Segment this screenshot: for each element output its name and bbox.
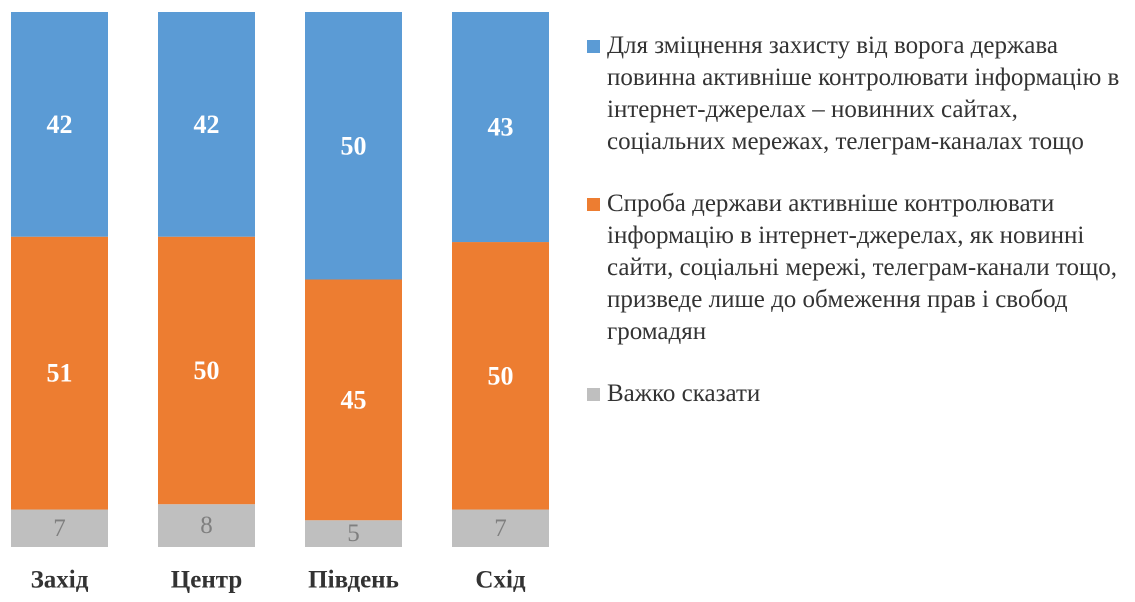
bar-segment-control-needed bbox=[158, 12, 255, 237]
legend-label: Для зміцнення захисту від ворога держава… bbox=[607, 32, 1120, 155]
bars-group bbox=[11, 12, 549, 547]
data-label-rights-restriction: 50 bbox=[194, 356, 220, 385]
bar-segment-hard-to-say bbox=[11, 509, 108, 547]
bar-segment-rights-restriction bbox=[11, 236, 108, 510]
bar-segment-control-needed bbox=[452, 12, 549, 243]
bar-segment-rights-restriction bbox=[305, 279, 402, 521]
data-label-control-needed: 42 bbox=[47, 110, 73, 139]
data-label-rights-restriction: 50 bbox=[488, 361, 514, 390]
data-label-hard-to-say: 7 bbox=[494, 515, 507, 542]
bar-segment-hard-to-say bbox=[452, 509, 549, 547]
category-label: Захід bbox=[31, 567, 89, 594]
category-label: Схід bbox=[475, 567, 526, 594]
bar-segment-hard-to-say bbox=[158, 504, 255, 547]
stacked-bar-chart: 7 51 42 8 50 42 5 45 50 7 50 43 Захід Центр Південь Сх… bbox=[11, 12, 549, 594]
legend-item-hard-to-say: Важко сказати bbox=[587, 378, 1132, 410]
data-label-control-needed: 42 bbox=[194, 110, 220, 139]
category-label: Центр bbox=[171, 567, 242, 594]
legend-item-rights-restriction: Спроба держави активніше контролювати ін… bbox=[587, 188, 1132, 348]
data-label-hard-to-say: 8 bbox=[200, 512, 213, 539]
legend-item-control-needed: Для зміцнення захисту від ворога держава… bbox=[587, 30, 1132, 158]
category-labels-group: Захід Центр Південь Схід bbox=[31, 567, 526, 594]
bar-segment-control-needed bbox=[11, 12, 108, 237]
data-label-hard-to-say: 5 bbox=[347, 520, 360, 547]
legend-swatch-blue bbox=[587, 40, 600, 53]
bar-segment-rights-restriction bbox=[158, 236, 255, 505]
bar-segment-rights-restriction bbox=[452, 242, 549, 510]
legend: Для зміцнення захисту від ворога держава… bbox=[587, 30, 1132, 440]
legend-swatch-gray bbox=[587, 388, 600, 401]
bar-segment-control-needed bbox=[305, 12, 402, 280]
data-label-control-needed: 43 bbox=[488, 113, 514, 142]
data-label-control-needed: 50 bbox=[341, 131, 367, 160]
legend-label: Важко сказати bbox=[607, 380, 761, 407]
category-label: Південь bbox=[308, 567, 399, 594]
data-label-hard-to-say: 7 bbox=[53, 515, 66, 542]
data-label-rights-restriction: 45 bbox=[341, 385, 367, 414]
legend-label: Спроба держави активніше контролювати ін… bbox=[607, 190, 1117, 345]
bar-segment-hard-to-say bbox=[305, 520, 402, 547]
data-label-rights-restriction: 51 bbox=[47, 359, 73, 388]
data-labels-group: 7 51 42 8 50 42 5 45 50 7 50 43 bbox=[47, 110, 514, 547]
legend-swatch-orange bbox=[587, 198, 600, 211]
